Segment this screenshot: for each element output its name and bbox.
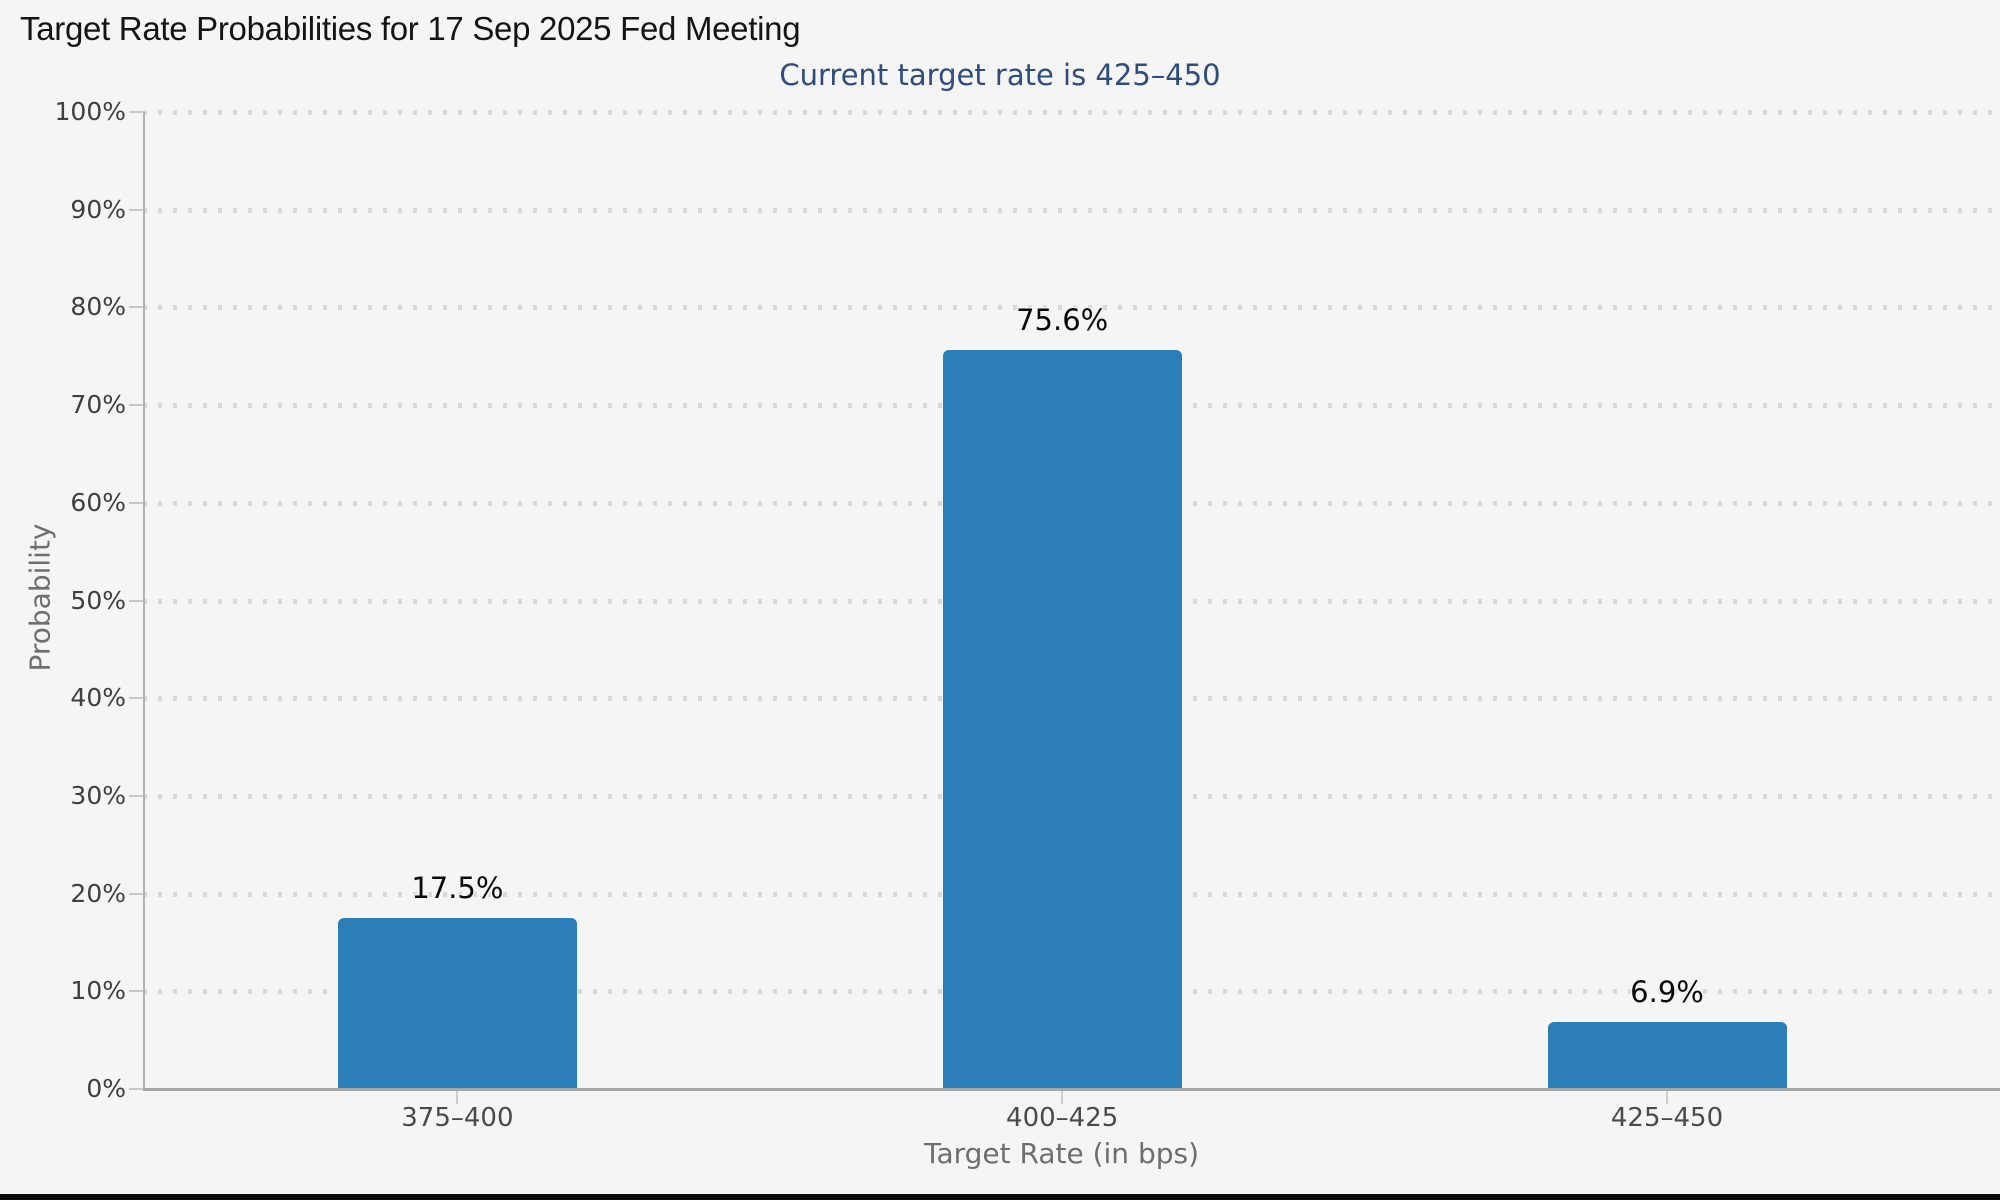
x-axis-title: Target Rate (in bps) [923, 1137, 1200, 1170]
y-tick-label: 0% [86, 1074, 126, 1103]
y-gridline [143, 110, 2000, 115]
x-tick-mark [1666, 1091, 1668, 1104]
y-tick-mark [129, 892, 143, 895]
x-tick-label: 375–400 [401, 1103, 514, 1133]
x-tick-mark [1061, 1091, 1064, 1104]
y-tick-mark [129, 990, 143, 993]
bar-value-label: 75.6% [1016, 303, 1109, 338]
bar-400-425 [942, 350, 1182, 1089]
bottom-black-bar [0, 1194, 2000, 1200]
x-tick-label: 425–450 [1610, 1103, 1724, 1133]
y-tick-label: 50% [70, 585, 126, 615]
y-tick-mark [129, 501, 143, 504]
y-tick-label: 60% [70, 487, 126, 517]
y-tick-mark [129, 404, 143, 407]
bar-425-450 [1547, 1021, 1787, 1089]
y-tick-label: 30% [70, 780, 126, 810]
y-tick-label: 40% [70, 683, 126, 713]
y-tick-label: 90% [70, 194, 126, 224]
x-tick-mark [456, 1091, 459, 1104]
x-tick-label: 400–425 [1006, 1103, 1119, 1133]
y-tick-mark [129, 306, 143, 309]
chart-title: Target Rate Probabilities for 17 Sep 202… [20, 10, 801, 47]
y-tick-mark [129, 1088, 143, 1090]
y-tick-label: 80% [70, 292, 126, 322]
bar-375-400 [337, 918, 577, 1089]
y-tick-label: 10% [70, 976, 126, 1006]
y-gridline [143, 305, 2000, 311]
y-tick-mark [129, 208, 143, 211]
y-tick-mark [129, 794, 143, 797]
y-tick-mark [129, 111, 143, 113]
chart-subtitle: Current target rate is 425–450 [779, 58, 1221, 92]
y-tick-label: 100% [54, 97, 126, 126]
y-tick-mark [129, 697, 143, 700]
bar-value-label: 6.9% [1630, 974, 1704, 1009]
y-axis-line [143, 112, 145, 1089]
bar-value-label: 17.5% [411, 871, 504, 906]
y-gridline [143, 207, 2000, 213]
y-tick-label: 70% [70, 390, 126, 420]
x-axis-baseline [143, 1088, 2000, 1091]
y-tick-mark [129, 599, 143, 602]
y-tick-label: 20% [70, 878, 126, 908]
